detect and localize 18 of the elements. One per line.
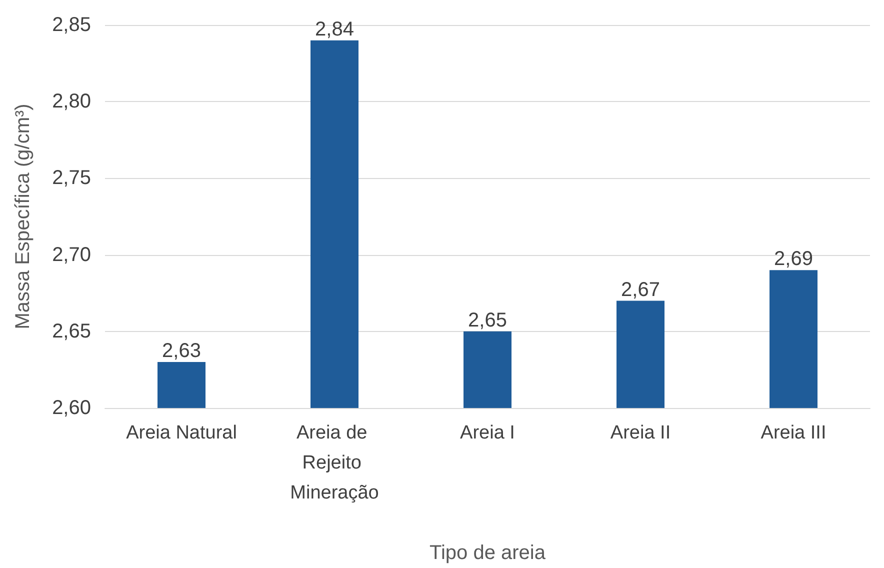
x-tick-label: Areia I (460, 422, 515, 444)
data-label: 2,84 (315, 18, 354, 40)
y-axis-title: Massa Específica (g/cm³) (12, 104, 34, 330)
y-tick-label: 2,60 (52, 397, 91, 419)
y-tick-label: 2,65 (52, 320, 91, 342)
x-tick-label: Areia Natural (126, 422, 237, 444)
y-tick-label: 2,75 (52, 167, 91, 190)
data-label: 2,63 (162, 340, 201, 362)
x-tick-label: Areia III (760, 422, 826, 444)
data-label: 2,65 (468, 309, 507, 332)
x-axis-title: Tipo de areia (430, 542, 546, 564)
x-tick-label: Areia II (610, 422, 671, 444)
y-tick-label: 2,85 (52, 14, 91, 36)
y-tick-label: 2,70 (52, 244, 91, 266)
data-label: 2,67 (621, 278, 660, 301)
x-tick-label: Areia de Rejeito Mineração (290, 422, 379, 504)
data-label: 2,69 (774, 248, 813, 270)
y-tick-label: 2,80 (52, 90, 91, 113)
